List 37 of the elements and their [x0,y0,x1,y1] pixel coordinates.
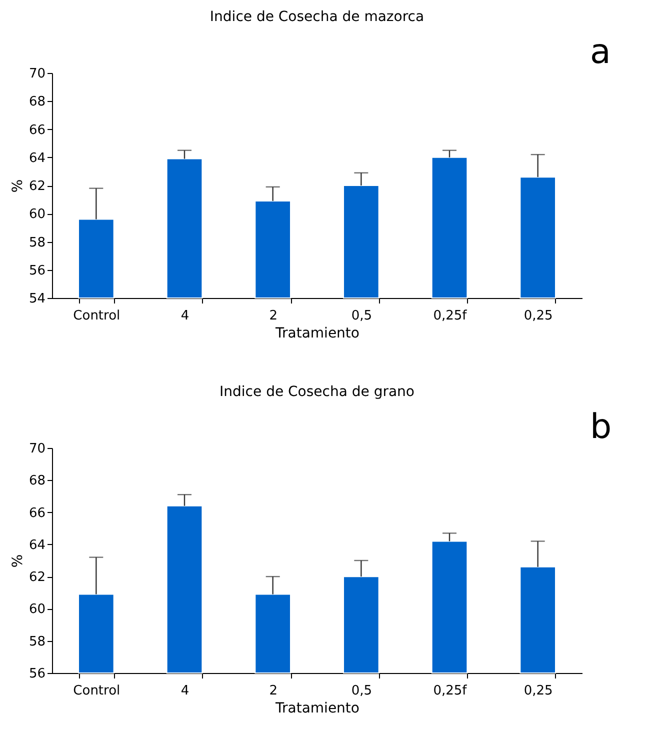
text: b [590,407,612,447]
x-tick-label: Control [73,684,120,698]
y-tick-label: 64 [28,150,46,166]
x-tick-label: 0,25 [524,308,553,324]
x-tick-label: 0,25f [433,308,468,324]
y-tick-label: 66 [28,122,46,138]
y-tick-label: 70 [28,442,46,456]
y-axis-title: % [10,554,26,568]
y-tick-label: 58 [28,634,46,650]
chart-title: Indice de Cosecha de mazorca [210,9,424,25]
chart-title: Indice de Cosecha de grano [220,384,414,400]
x-tick-label: 4 [180,684,190,698]
y-tick-label: 66 [28,506,46,521]
y-tick-label: 64 [28,538,46,553]
y-tick-label: 62 [28,570,46,586]
x-axis-title: Tratamiento [274,700,360,716]
x-axis-title: Tratamiento [274,326,360,342]
y-tick-label: 70 [28,66,46,82]
y-tick-label: 60 [28,207,46,222]
y-tick-label: 58 [28,235,46,250]
y-tick-label: 68 [28,474,46,489]
x-tick-label: 0,25f [433,684,468,698]
y-tick-label: 56 [28,666,46,682]
y-axis-title: % [10,179,26,193]
x-tick-label: 0,25 [524,684,553,698]
x-tick-label: 4 [180,308,190,324]
y-tick-label: 56 [28,263,46,278]
x-tick-label: 2 [269,684,278,698]
x-tick-label: Control [73,308,120,324]
x-tick-label: 2 [269,308,278,324]
y-tick-label: 60 [28,602,46,618]
y-tick-label: 68 [28,94,46,110]
x-tick-label: 0,5 [351,684,372,698]
y-tick-label: 62 [28,179,46,194]
y-tick-label: 54 [28,292,46,306]
x-tick-label: 0,5 [351,308,372,324]
text: a [590,32,611,72]
